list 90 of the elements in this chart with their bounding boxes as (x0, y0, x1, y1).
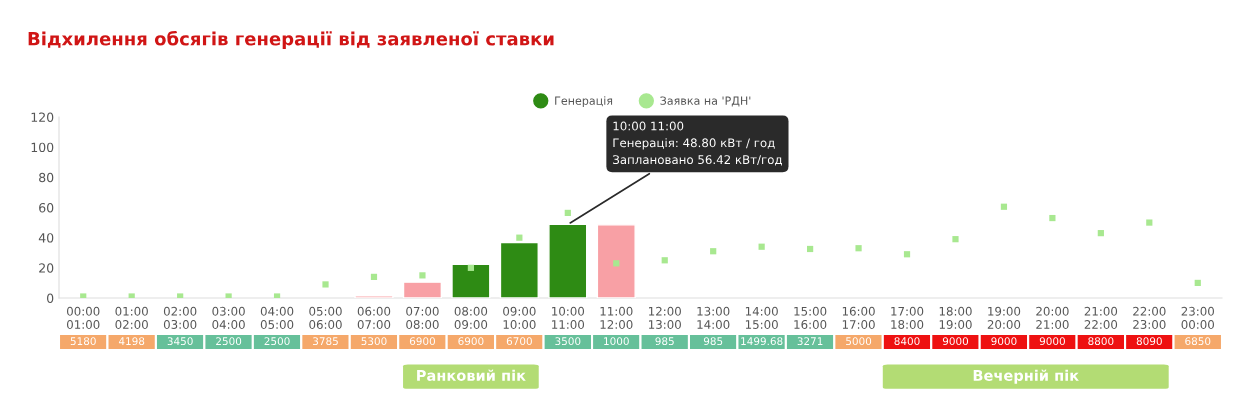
bar (499, 241, 539, 298)
point (80, 293, 87, 298)
data-label: 4198 (118, 337, 145, 346)
data-label: 3271 (797, 337, 823, 346)
point (516, 234, 523, 241)
data-label: 3450 (167, 337, 193, 346)
y-tick-label: 80 (39, 172, 54, 183)
x-tick-label: 01:00 02:00 (115, 306, 148, 329)
bar (451, 263, 491, 298)
x-tick-label: 22:00 23:00 (1133, 306, 1166, 329)
legend-label: Заявка на 'РДН' (660, 96, 751, 107)
x-tick-label: 12:00 13:00 (649, 306, 681, 329)
data-label: 2500 (216, 337, 242, 346)
x-tick-label: 10:00 11:00 (552, 306, 585, 329)
y-tick-label: 100 (31, 142, 54, 153)
data-label: 9000 (991, 337, 1017, 346)
data-label: 5000 (846, 337, 872, 346)
x-tick-label: 03:00 04:00 (212, 306, 245, 329)
point (661, 257, 668, 264)
data-label: 5300 (361, 337, 387, 346)
data-label: 8800 (1088, 337, 1114, 346)
point (322, 281, 329, 288)
text: Вечерній пік (973, 369, 1079, 384)
x-tick-label: 17:00 18:00 (891, 306, 924, 329)
bar (402, 281, 443, 298)
point (1146, 219, 1153, 226)
y-tick-label: 40 (38, 233, 54, 243)
bar (596, 224, 636, 298)
data-label: 6850 (1185, 337, 1211, 346)
chart-title: Відхилення обсягів генерації від заявленої ставки (28, 30, 554, 50)
data-label: 1000 (604, 337, 629, 346)
x-tick-label: 21:00 22:00 (1084, 306, 1118, 329)
y-tick-label: 60 (39, 202, 54, 213)
y-tick-label: 120 (31, 112, 54, 122)
point (1194, 279, 1201, 287)
data-label: 6900 (409, 337, 435, 346)
text: Ранковий пік (417, 369, 526, 381)
x-tick-label: 23:00 00:00 (1181, 306, 1214, 329)
data-label: 985 (655, 337, 674, 346)
x-tick-label: 16:00 17:00 (842, 306, 875, 329)
x-tick-label: 07:00 08:00 (406, 306, 439, 329)
x-tick-label: 13:00 14:00 (697, 306, 730, 329)
data-label: 5180 (70, 337, 96, 346)
annotation: 10:00 11:00 Генерація: 48.80 кВт / год Заплановано 56.42 кВт/год (613, 121, 782, 166)
data-label: 8090 (1136, 337, 1162, 346)
data-label: 3785 (313, 337, 338, 346)
x-tick-label: 08:00 09:00 (454, 306, 488, 329)
x-tick-label: 14:00 15:00 (745, 306, 778, 329)
point (564, 209, 571, 217)
point (177, 293, 184, 298)
x-tick-label: 06:00 07:00 (357, 306, 391, 329)
point (370, 273, 378, 280)
point (1097, 230, 1104, 237)
x-tick-label: 19:00 20:00 (987, 306, 1021, 329)
data-label: 2500 (264, 337, 290, 346)
data-label: 9000 (942, 337, 969, 346)
bar (354, 295, 394, 298)
bar (548, 223, 588, 298)
x-tick-label: 20:00 21:00 (1036, 306, 1069, 329)
x-tick-label: 00:00 01:00 (67, 306, 100, 329)
data-label: 6900 (458, 337, 484, 346)
point (225, 293, 232, 298)
point (758, 243, 765, 250)
point (128, 293, 135, 298)
point (807, 245, 814, 253)
point (903, 251, 911, 258)
point (1049, 214, 1056, 222)
data-label: 9000 (1039, 337, 1065, 346)
point (1000, 203, 1008, 210)
x-tick-label: 15:00 16:00 (794, 306, 827, 329)
data-label: 6700 (506, 337, 532, 346)
point (855, 245, 862, 252)
x-tick-label: 11:00 12:00 (600, 306, 633, 329)
point (467, 264, 474, 271)
point (952, 236, 959, 243)
x-tick-label: 04:00 05:00 (260, 306, 294, 329)
x-tick-label: 18:00 19:00 (939, 306, 972, 329)
data-label: 8400 (894, 337, 920, 346)
point (710, 248, 717, 255)
data-label: 3500 (555, 337, 581, 346)
y-tick-label: 0 (47, 293, 54, 303)
legend-label: Генерація (555, 96, 613, 107)
x-tick-label: 02:00 03:00 (163, 306, 197, 329)
x-tick-label: 09:00 10:00 (503, 306, 536, 329)
point (419, 272, 426, 279)
data-label: 1499.68 (741, 337, 783, 346)
data-label: 985 (703, 337, 723, 346)
x-tick-label: 05:00 06:00 (309, 306, 342, 329)
y-tick-label: 20 (39, 263, 54, 273)
point (613, 260, 620, 267)
